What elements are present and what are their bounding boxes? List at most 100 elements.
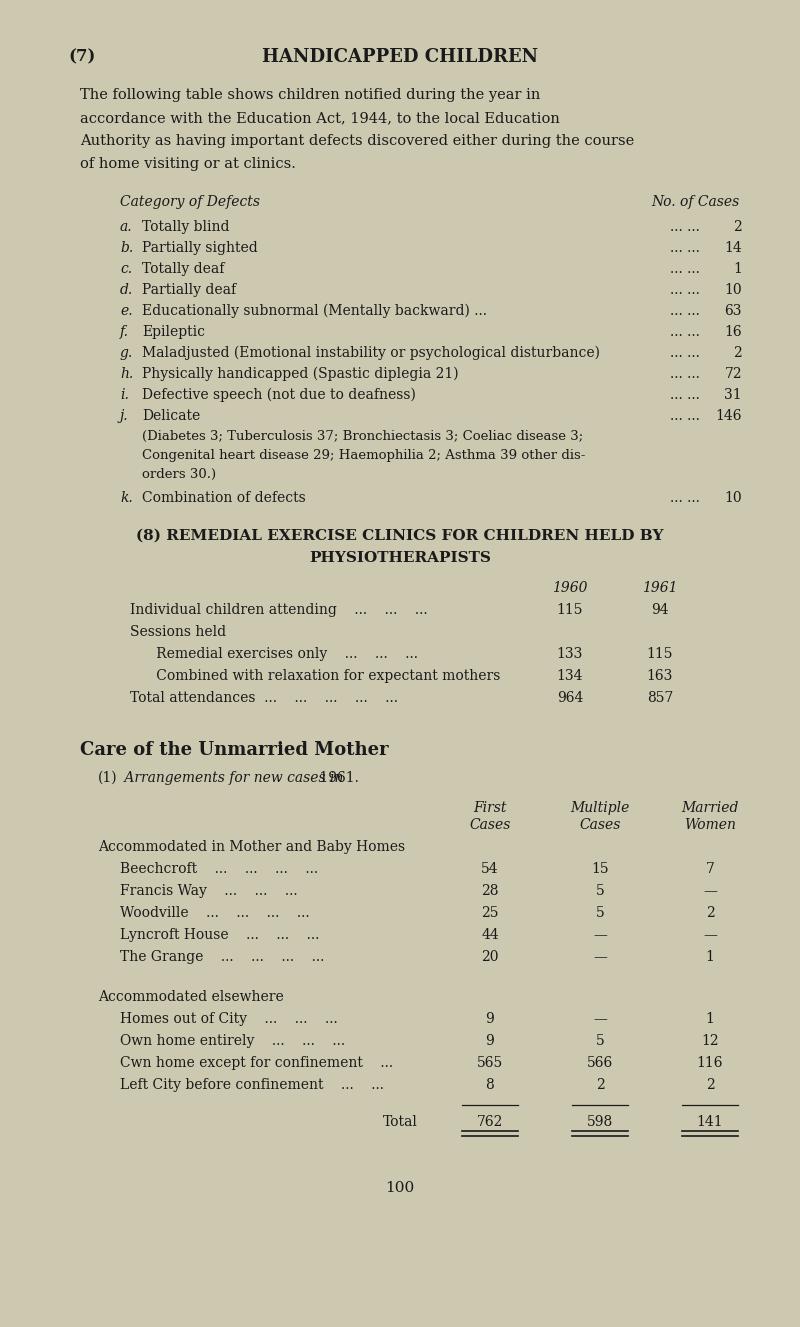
Text: 134: 134 xyxy=(557,669,583,683)
Text: Lyncroft House    ...    ...    ...: Lyncroft House ... ... ... xyxy=(120,928,319,942)
Text: 100: 100 xyxy=(386,1181,414,1196)
Text: 2: 2 xyxy=(706,1078,714,1092)
Text: Left City before confinement    ...    ...: Left City before confinement ... ... xyxy=(120,1078,384,1092)
Text: ... ...: ... ... xyxy=(670,242,700,255)
Text: 1960: 1960 xyxy=(552,581,588,594)
Text: Individual children attending    ...    ...    ...: Individual children attending ... ... ..… xyxy=(130,602,428,617)
Text: accordance with the Education Act, 1944, to the local Education: accordance with the Education Act, 1944,… xyxy=(80,111,560,125)
Text: d.: d. xyxy=(120,283,134,297)
Text: 141: 141 xyxy=(697,1115,723,1129)
Text: 762: 762 xyxy=(477,1115,503,1129)
Text: 8: 8 xyxy=(486,1078,494,1092)
Text: 566: 566 xyxy=(587,1056,613,1070)
Text: Total attendances  ...    ...    ...    ...    ...: Total attendances ... ... ... ... ... xyxy=(130,691,398,705)
Text: Sessions held: Sessions held xyxy=(130,625,226,640)
Text: 133: 133 xyxy=(557,648,583,661)
Text: —: — xyxy=(593,950,607,963)
Text: Defective speech (not due to deafness): Defective speech (not due to deafness) xyxy=(142,387,416,402)
Text: Maladjusted (Emotional instability or psychological disturbance): Maladjusted (Emotional instability or ps… xyxy=(142,346,600,361)
Text: g.: g. xyxy=(120,346,134,360)
Text: Totally deaf: Totally deaf xyxy=(142,261,224,276)
Text: 565: 565 xyxy=(477,1056,503,1070)
Text: —: — xyxy=(703,928,717,942)
Text: 31: 31 xyxy=(724,387,742,402)
Text: ... ...: ... ... xyxy=(670,304,700,318)
Text: orders 30.): orders 30.) xyxy=(142,468,216,480)
Text: 1961.: 1961. xyxy=(315,771,359,786)
Text: 16: 16 xyxy=(724,325,742,338)
Text: c.: c. xyxy=(120,261,132,276)
Text: i.: i. xyxy=(120,387,129,402)
Text: 94: 94 xyxy=(651,602,669,617)
Text: 9: 9 xyxy=(486,1034,494,1048)
Text: j.: j. xyxy=(120,409,129,423)
Text: of home visiting or at clinics.: of home visiting or at clinics. xyxy=(80,157,296,171)
Text: 44: 44 xyxy=(481,928,499,942)
Text: (1): (1) xyxy=(98,771,118,786)
Text: ... ...: ... ... xyxy=(670,368,700,381)
Text: Homes out of City    ...    ...    ...: Homes out of City ... ... ... xyxy=(120,1013,338,1026)
Text: ... ...: ... ... xyxy=(670,409,700,423)
Text: 54: 54 xyxy=(481,863,499,876)
Text: Cases: Cases xyxy=(470,817,510,832)
Text: Epileptic: Epileptic xyxy=(142,325,205,338)
Text: Own home entirely    ...    ...    ...: Own home entirely ... ... ... xyxy=(120,1034,345,1048)
Text: k.: k. xyxy=(120,491,133,506)
Text: Women: Women xyxy=(684,817,736,832)
Text: Physically handicapped (Spastic diplegia 21): Physically handicapped (Spastic diplegia… xyxy=(142,368,458,381)
Text: ... ...: ... ... xyxy=(670,387,700,402)
Text: (8) REMEDIAL EXERCISE CLINICS FOR CHILDREN HELD BY: (8) REMEDIAL EXERCISE CLINICS FOR CHILDR… xyxy=(136,529,664,543)
Text: Accommodated in Mother and Baby Homes: Accommodated in Mother and Baby Homes xyxy=(98,840,405,855)
Text: 1: 1 xyxy=(733,261,742,276)
Text: a.: a. xyxy=(120,220,133,234)
Text: Cases: Cases xyxy=(579,817,621,832)
Text: (Diabetes 3; Tuberculosis 37; Bronchiectasis 3; Coeliac disease 3;: (Diabetes 3; Tuberculosis 37; Bronchiect… xyxy=(142,430,583,443)
Text: Category of Defects: Category of Defects xyxy=(120,195,260,208)
Text: Delicate: Delicate xyxy=(142,409,200,423)
Text: 115: 115 xyxy=(557,602,583,617)
Text: (7): (7) xyxy=(68,48,95,65)
Text: Woodville    ...    ...    ...    ...: Woodville ... ... ... ... xyxy=(120,906,310,920)
Text: Partially deaf: Partially deaf xyxy=(142,283,236,297)
Text: 857: 857 xyxy=(647,691,673,705)
Text: No. of Cases: No. of Cases xyxy=(652,195,740,208)
Text: 1: 1 xyxy=(706,950,714,963)
Text: 25: 25 xyxy=(482,906,498,920)
Text: ... ...: ... ... xyxy=(670,220,700,234)
Text: Remedial exercises only    ...    ...    ...: Remedial exercises only ... ... ... xyxy=(130,648,418,661)
Text: Total: Total xyxy=(382,1115,418,1129)
Text: ... ...: ... ... xyxy=(670,283,700,297)
Text: 72: 72 xyxy=(724,368,742,381)
Text: Cwn home except for confinement    ...: Cwn home except for confinement ... xyxy=(120,1056,393,1070)
Text: Care of the Unmarried Mother: Care of the Unmarried Mother xyxy=(80,740,389,759)
Text: 2: 2 xyxy=(706,906,714,920)
Text: PHYSIOTHERAPISTS: PHYSIOTHERAPISTS xyxy=(309,551,491,565)
Text: ... ...: ... ... xyxy=(670,491,700,506)
Text: Partially sighted: Partially sighted xyxy=(142,242,258,255)
Text: 7: 7 xyxy=(706,863,714,876)
Text: Accommodated elsewhere: Accommodated elsewhere xyxy=(98,990,284,1005)
Text: Multiple: Multiple xyxy=(570,802,630,815)
Text: 598: 598 xyxy=(587,1115,613,1129)
Text: Married: Married xyxy=(682,802,738,815)
Text: 14: 14 xyxy=(724,242,742,255)
Text: b.: b. xyxy=(120,242,134,255)
Text: 115: 115 xyxy=(646,648,674,661)
Text: 2: 2 xyxy=(734,220,742,234)
Text: First: First xyxy=(474,802,506,815)
Text: The following table shows children notified during the year in: The following table shows children notif… xyxy=(80,88,540,102)
Text: 12: 12 xyxy=(701,1034,719,1048)
Text: ... ...: ... ... xyxy=(670,346,700,360)
Text: 163: 163 xyxy=(647,669,673,683)
Text: Educationally subnormal (Mentally backward) ...: Educationally subnormal (Mentally backwa… xyxy=(142,304,487,318)
Text: 15: 15 xyxy=(591,863,609,876)
Text: Arrangements for new cases in: Arrangements for new cases in xyxy=(120,771,343,786)
Text: Authority as having important defects discovered either during the course: Authority as having important defects di… xyxy=(80,134,634,149)
Text: 63: 63 xyxy=(725,304,742,318)
Text: 28: 28 xyxy=(482,884,498,898)
Text: Combination of defects: Combination of defects xyxy=(142,491,306,506)
Text: 2: 2 xyxy=(734,346,742,360)
Text: Congenital heart disease 29; Haemophilia 2; Asthma 39 other dis-: Congenital heart disease 29; Haemophilia… xyxy=(142,449,586,462)
Text: HANDICAPPED CHILDREN: HANDICAPPED CHILDREN xyxy=(262,48,538,66)
Text: Combined with relaxation for expectant mothers: Combined with relaxation for expectant m… xyxy=(130,669,500,683)
